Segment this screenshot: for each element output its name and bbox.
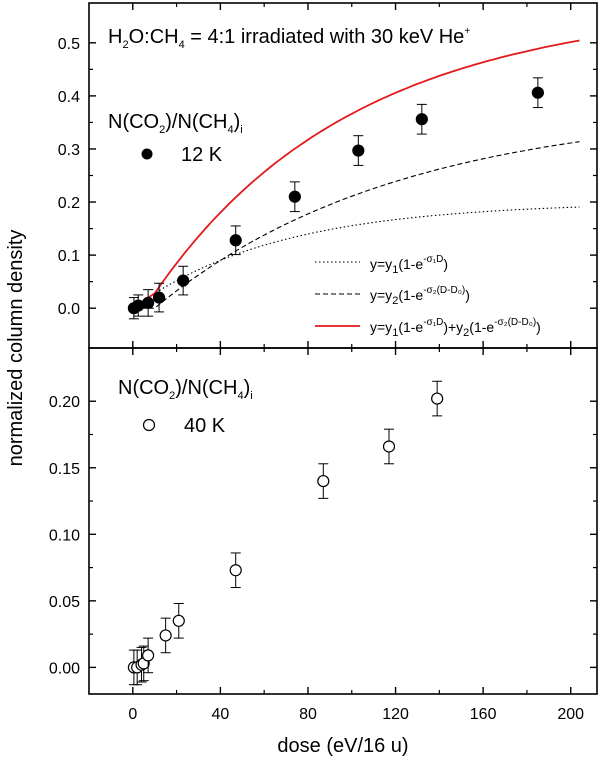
bottom-data-point [229,564,242,577]
bottom-data-point [317,474,330,488]
bottom-ytick-label: 0.05 [49,594,80,611]
top-ytick-label: 0.5 [58,36,80,53]
bottom-ytick-label: 0.10 [49,527,80,544]
bottom-data-point [142,649,155,662]
fit-curve-dotted [132,206,580,309]
xtick-label: 40 [211,706,229,723]
top-ytick-label: 0.4 [58,89,80,106]
x-axis: 0 40 80 120 160 200 [128,3,584,723]
top-data-point [288,190,301,203]
top-panel-frame [88,2,598,349]
top-data-point [142,296,155,309]
top-data-point [531,86,544,99]
xtick-label: 160 [470,706,497,723]
top-marker-label: 12 K [181,144,223,166]
y-axis-title: normalized column density [5,230,27,467]
top-ytick-label: 0.2 [58,195,80,212]
top-data-points [127,77,544,320]
bottom-marker-key [142,418,156,432]
legend-lines [315,261,360,327]
top-panel-title: H2O:CH4 = 4:1 irradiated with 30 keV He+ [108,26,470,51]
x-axis-title: dose (eV/16 u) [277,735,408,757]
top-ytick-label: 0.3 [58,142,80,159]
bottom-data-point [431,392,444,405]
bottom-data-point [159,629,172,642]
top-y-axis: 0.0 0.1 0.2 0.3 0.4 0.5 [58,36,597,318]
top-series-label: N(CO2)/N(CH4)i [108,111,243,136]
bottom-panel-frame [88,347,598,695]
bottom-y-axis: 0.00 0.05 0.10 0.15 0.20 [49,394,597,677]
bottom-ytick-label: 0.20 [49,394,80,411]
top-data-point [132,299,145,312]
xtick-label: 0 [128,706,137,723]
bottom-ytick-label: 0.00 [49,660,80,677]
bottom-data-point [382,440,396,453]
top-data-point [415,113,428,126]
legend-eq-solid: y=y1(1-e-σ₁D)+y2(1-e-σ₂(D-D₀)) [370,317,541,339]
bottom-series-label: N(CO2)/N(CH4)i [118,377,253,402]
top-data-point [352,144,365,157]
top-ytick-label: 0.0 [58,301,80,318]
bottom-data-point [172,614,185,627]
top-data-point [177,274,190,287]
top-fit-curves [132,39,580,309]
top-data-point [229,234,242,247]
top-data-point [152,291,166,304]
top-ytick-label: 0.1 [58,248,80,265]
fit-curve-dashed [132,141,580,309]
fit-curve-total [132,39,580,309]
top-marker-key [141,148,153,160]
xtick-label: 120 [382,706,409,723]
bottom-data-points [127,380,444,686]
xtick-label: 200 [557,706,584,723]
bottom-ytick-label: 0.15 [49,461,80,478]
xtick-label: 80 [299,706,317,723]
legend-eq-dashed: y=y2(1-e-σ₂(D-D₀)) [370,285,470,307]
legend-eq-dotted: y=y1(1-e-σ₁D) [370,254,448,276]
bottom-marker-label: 40 K [184,415,226,437]
